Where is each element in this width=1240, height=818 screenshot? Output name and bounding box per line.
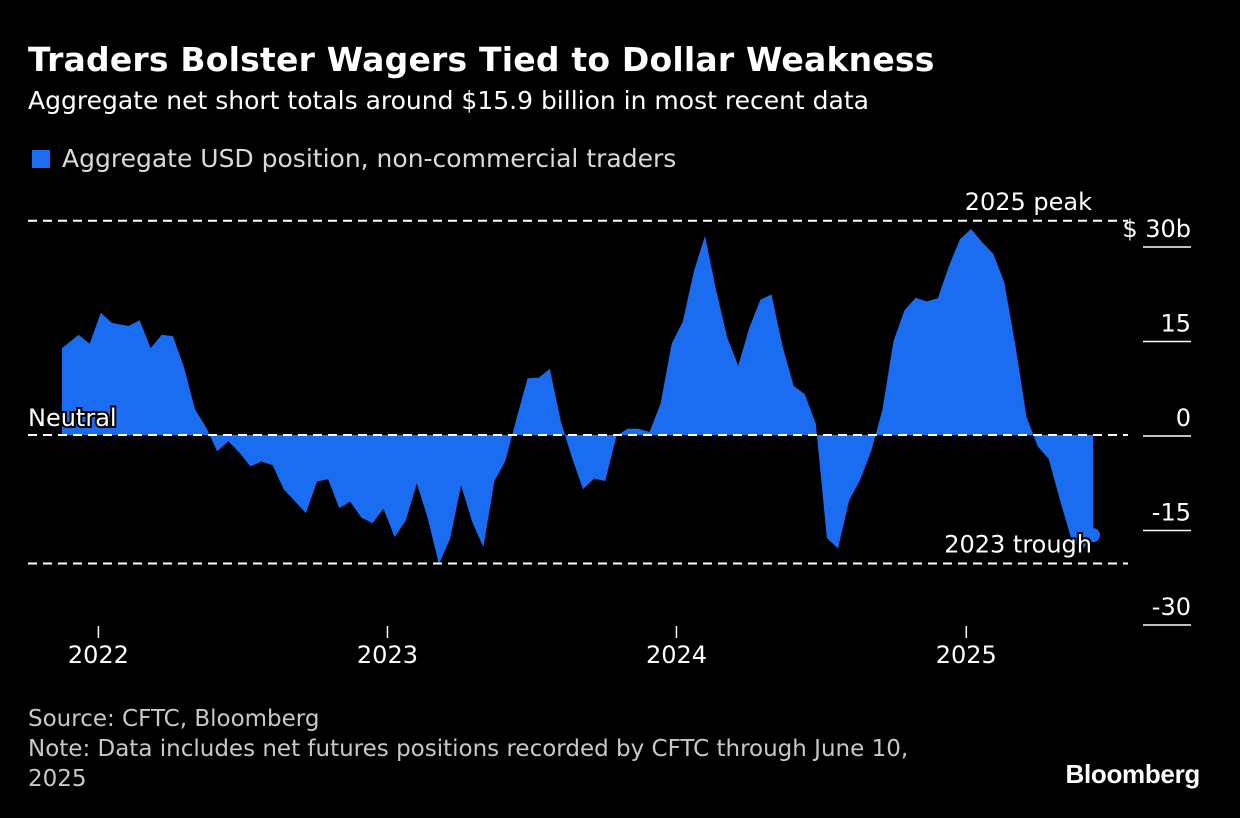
chart-legend: Aggregate USD position, non-commercial t… [32, 144, 676, 173]
legend-label: Aggregate USD position, non-commercial t… [62, 144, 677, 173]
last-value-marker [1086, 528, 1100, 543]
trough-label: 2023 trough [944, 531, 1092, 559]
legend-swatch [32, 149, 50, 168]
bloomberg-logo: Bloomberg [1065, 759, 1200, 789]
chart-title: Traders Bolster Wagers Tied to Dollar We… [28, 40, 935, 79]
footer: Source: CFTC, Bloomberg Note: Data inclu… [28, 704, 948, 794]
area-series [62, 229, 1093, 565]
chart-subtitle: Aggregate net short totals around $15.9 … [28, 86, 869, 115]
x-tick-label-2: 2024 [646, 641, 707, 669]
y-tick-label-0: $ 30b [1122, 215, 1191, 243]
neutral-label: Neutral [28, 404, 117, 432]
x-tick-label-0: 2022 [68, 641, 129, 669]
x-tick-label-1: 2023 [357, 641, 418, 669]
note-text: Note: Data includes net futures position… [28, 736, 909, 792]
x-tick-label-3: 2025 [936, 641, 997, 669]
y-tick-label-4: -30 [1152, 593, 1191, 621]
y-tick-label-3: -15 [1152, 499, 1191, 527]
peak-label: 2025 peak [965, 188, 1092, 216]
source-text: Source: CFTC, Bloomberg [28, 706, 320, 732]
y-tick-label-2: 0 [1176, 404, 1191, 432]
y-tick-label-1: 15 [1160, 310, 1191, 338]
